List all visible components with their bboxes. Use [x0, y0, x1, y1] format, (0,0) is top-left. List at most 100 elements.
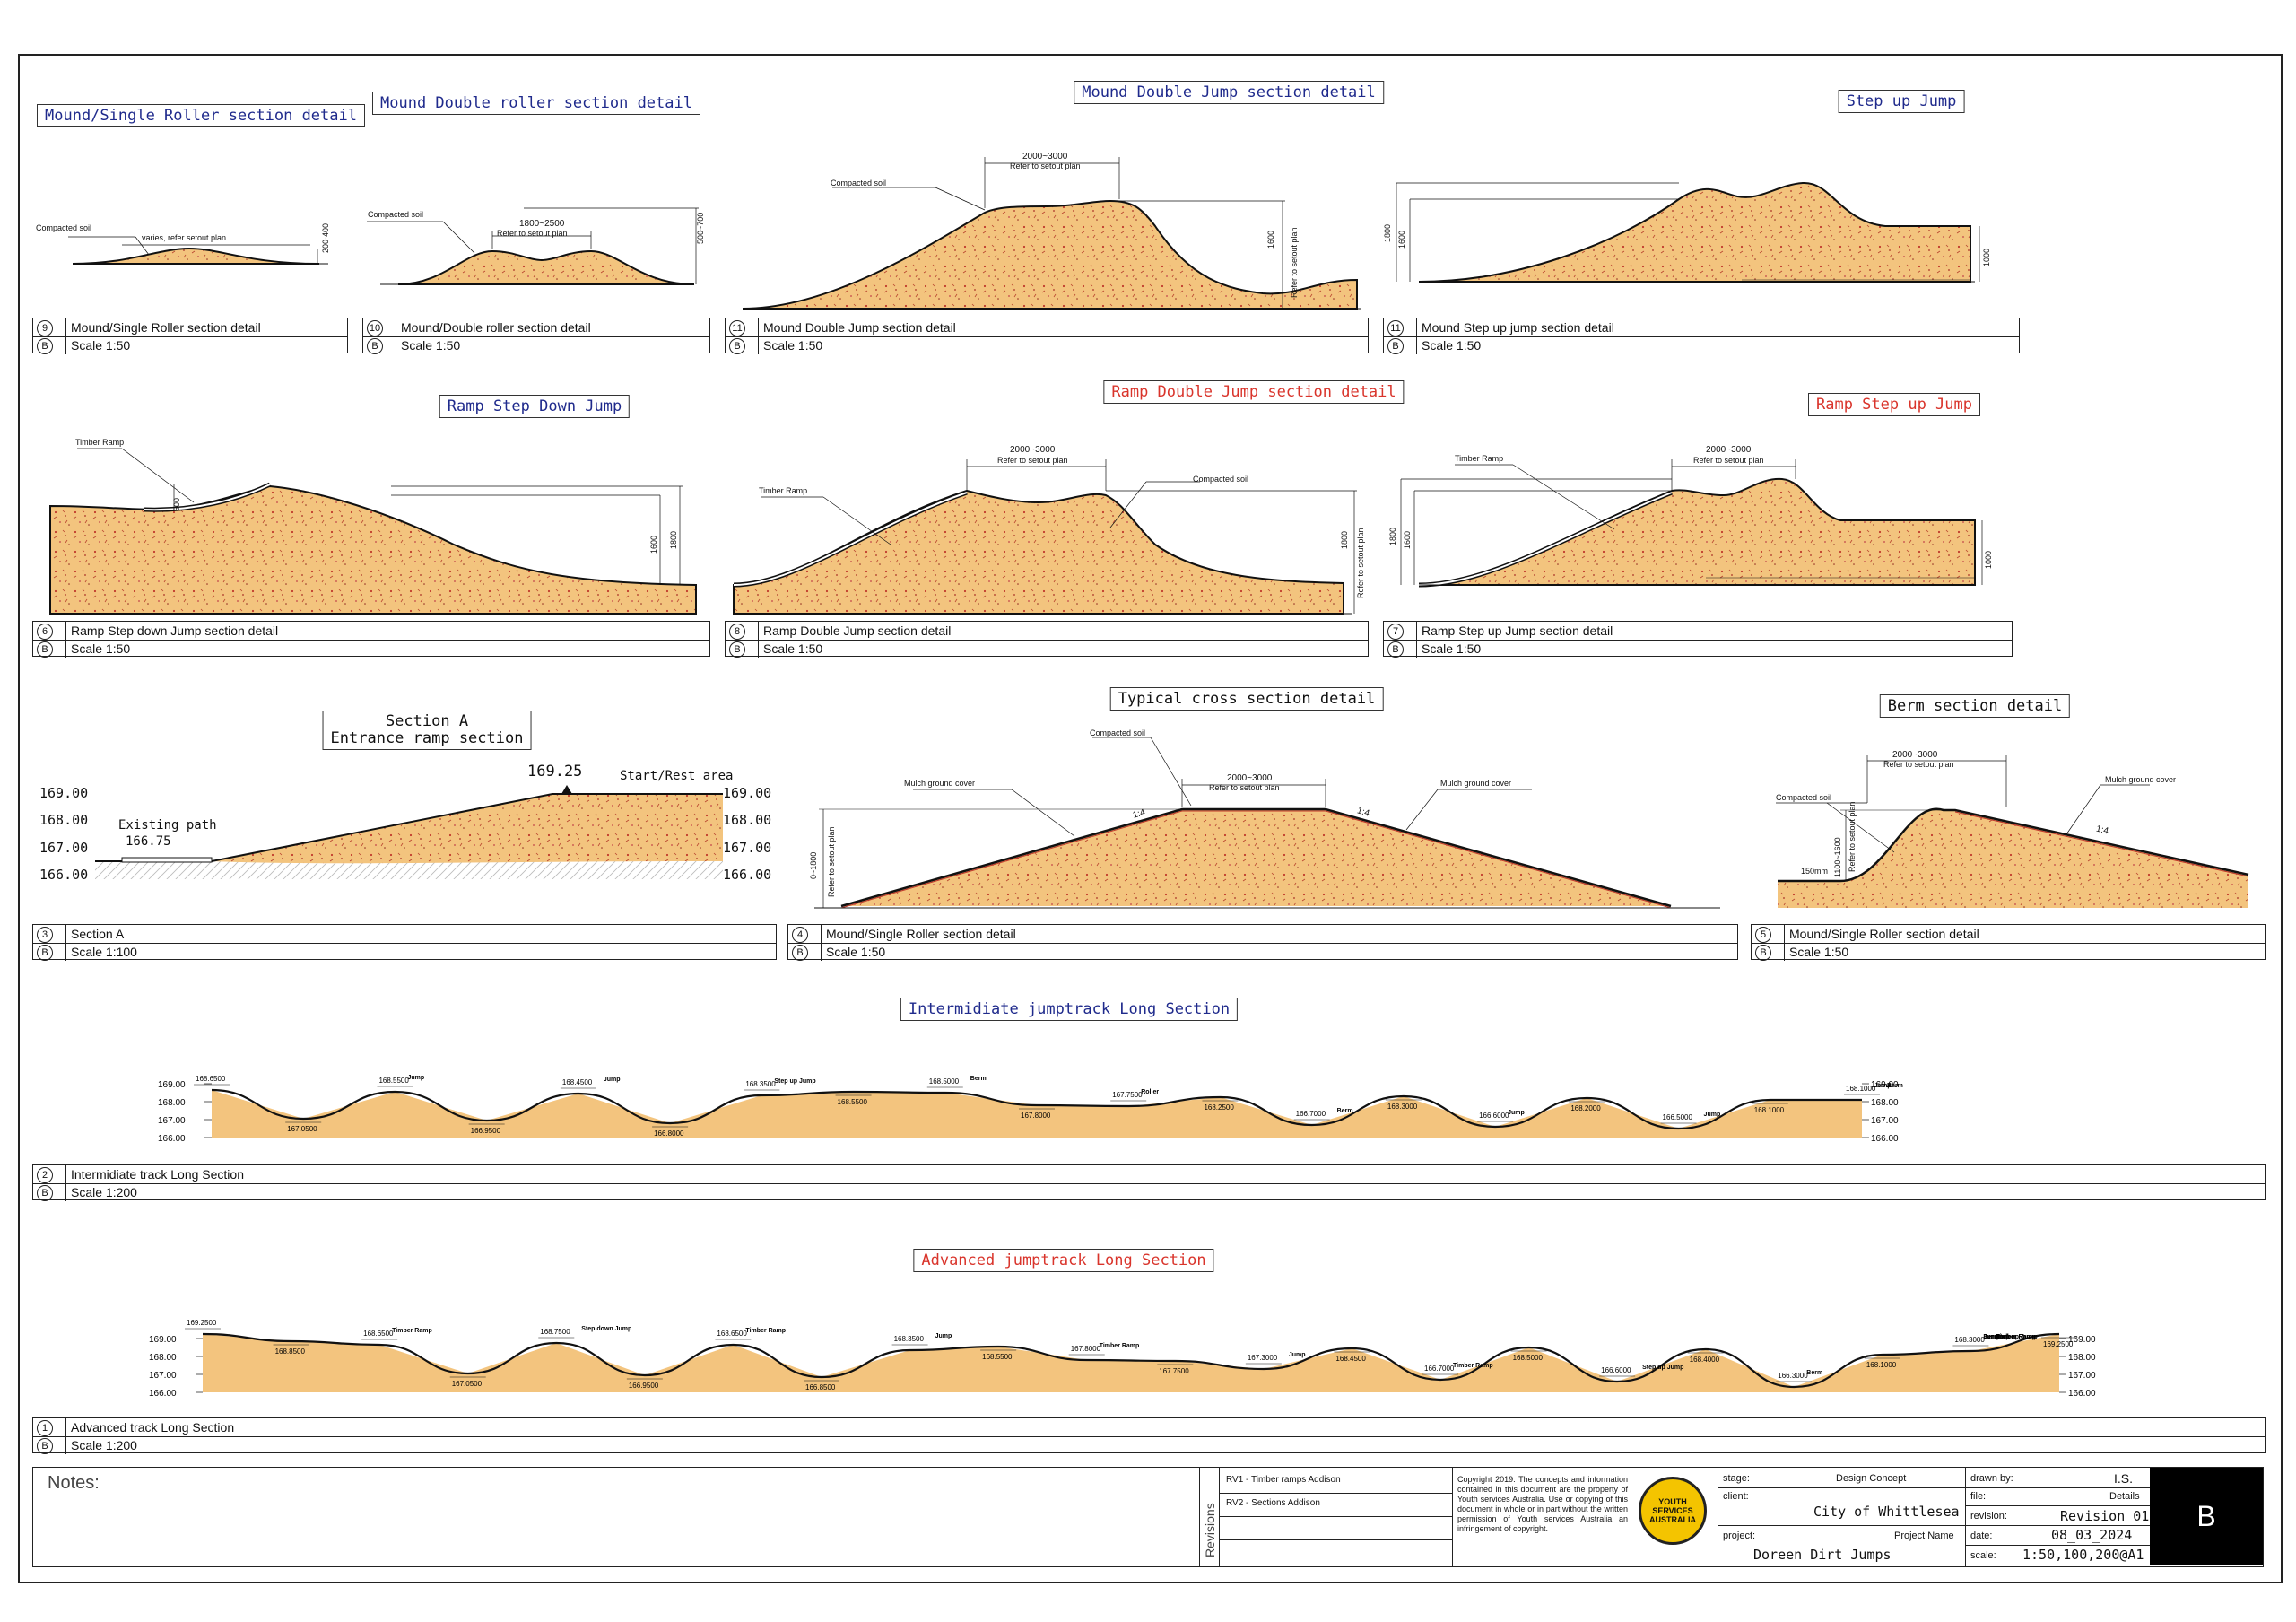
- logo-text: YOUTH SERVICES AUSTRALIA: [1649, 1497, 1696, 1524]
- label-setout: Refer to setout plan: [1883, 760, 1954, 769]
- elevation-label-left: 167.00: [158, 1116, 186, 1126]
- caption-text: Mound/Single Roller section detail: [826, 927, 1016, 941]
- long-section-drawing: 169.00 169.00 168.00 168.00 167.00 167.00 166.…: [158, 1075, 1903, 1144]
- stage-key: stage:: [1723, 1473, 1750, 1484]
- section-drawing: [1400, 459, 1983, 588]
- title-block: Notes: Revisions RV1 - Timber ramps Addi…: [32, 1467, 2264, 1567]
- label-varies: varies, refer setout plan: [142, 233, 227, 242]
- level-mark-1: 168.8500: [275, 1347, 306, 1356]
- label-top-level: 169.25: [527, 763, 583, 780]
- level-mark-12: 166.7000: [1296, 1110, 1326, 1118]
- label-setout: Refer to setout plan: [497, 229, 568, 238]
- elev-left-168: 168.00: [39, 812, 89, 828]
- caption-text: Mound Double Jump section detail: [763, 320, 956, 335]
- revision-1: RV1 - Timber ramps Addison: [1226, 1475, 1341, 1485]
- panel-advanced-long-section: Advanced jumptrack Long Section 169.00 16…: [32, 1233, 2266, 1457]
- caption-text: Mound/Double roller section detail: [401, 320, 591, 335]
- detail-number: 3: [37, 927, 53, 943]
- section-drawing: [1776, 755, 2249, 908]
- feature-label-4: Timber Ramp: [1100, 1343, 1140, 1349]
- label-height: 0~1800: [809, 851, 818, 879]
- level-mark-8: 168.3500: [894, 1335, 925, 1343]
- label-height-1600: 1600: [1403, 530, 1412, 549]
- label-height-ref: Refer to setout plan: [1848, 801, 1857, 872]
- scale-text: Scale 1:100: [71, 945, 137, 959]
- panel-ramp-step-up: Ramp Step up Jump Timber Ramp 2000~3000 …: [1383, 370, 2013, 658]
- level-mark-15: 168.5000: [1513, 1354, 1544, 1362]
- revision-2: RV2 - Sections Addison: [1226, 1498, 1320, 1508]
- label-compacted: Compacted soil: [36, 223, 92, 232]
- elev-right-166: 166.00: [723, 867, 772, 883]
- sheet-ref: B: [792, 945, 808, 961]
- drawn-value: I.S.: [2114, 1471, 2134, 1486]
- label-compacted: Compacted soil: [831, 179, 887, 187]
- sheet-ref: B: [37, 1185, 53, 1201]
- label-height-1800: 1800: [1383, 223, 1392, 242]
- sheet-ref: B: [37, 945, 53, 961]
- sheet-ref: B: [1387, 338, 1404, 354]
- scale-text: Scale 1:50: [763, 641, 823, 656]
- level-mark-15: 168.2000: [1570, 1104, 1601, 1112]
- sheet-ref: B: [37, 1438, 53, 1454]
- scale-key: scale:: [1970, 1550, 1996, 1561]
- label-height-1800: 1800: [669, 530, 678, 549]
- detail-number: 9: [37, 320, 53, 336]
- section-drawing: [733, 459, 1357, 615]
- section-drawing: [49, 448, 697, 615]
- elevation-label-left: 166.00: [158, 1134, 186, 1144]
- caption-box: 11 Mound Double Jump section detail B Scal…: [725, 318, 1369, 354]
- label-timber-ramp: Timber Ramp: [1455, 454, 1504, 463]
- panel-mound-single-roller: Mound/Single Roller section detail Compa…: [32, 65, 365, 353]
- label-height-1000: 1000: [1984, 550, 1993, 569]
- elev-left-167: 167.00: [39, 840, 89, 856]
- panel-mound-double-roller: Mound Double roller section detail Compa…: [362, 65, 710, 353]
- caption-box: 2 Intermidiate track Long Section B Scale …: [32, 1164, 2266, 1201]
- elevation-label-left: 167.00: [149, 1371, 177, 1381]
- caption-text: Section A: [71, 927, 125, 941]
- scale-value: 1:50,100,200@A1: [2022, 1547, 2144, 1563]
- panel-step-up-jump: Step up Jump 1800 1600 1000: [1383, 65, 2020, 353]
- client-key: client:: [1723, 1491, 1749, 1502]
- panel-section-a: Section A Entrance ramp section 169.00 1…: [32, 673, 777, 962]
- panel-ramp-double-jump: Ramp Double Jump section detail Timber R…: [725, 370, 1405, 658]
- level-mark-17: 168.1000: [1754, 1106, 1785, 1114]
- label-height: 500~700: [696, 212, 705, 244]
- level-mark-14: 166.6000: [1479, 1112, 1509, 1120]
- level-mark-19: 168.1000: [1866, 1361, 1897, 1369]
- level-mark-6: 168.6500: [717, 1330, 747, 1338]
- revision-value: Revision 01: [2060, 1508, 2150, 1524]
- level-mark-20: 168.3000: [1954, 1336, 1985, 1344]
- step-up-shape: [1418, 181, 1971, 283]
- scale-text: Scale 1:50: [1422, 641, 1482, 656]
- label-existing-path: Existing path: [118, 818, 217, 833]
- level-mark-18: 166.3000: [1778, 1372, 1808, 1380]
- scale-text: Scale 1:50: [1422, 338, 1482, 353]
- section-drawing: [68, 236, 328, 265]
- caption-box: 3 Section A B Scale 1:100: [32, 924, 777, 961]
- panel-title: Mound Double Jump section detail: [1074, 81, 1384, 104]
- label-dimension: 2000~3000: [1010, 445, 1056, 455]
- panel-intermediate-long-section: Intermidiate jumptrack Long Section 169.…: [32, 978, 2266, 1202]
- label-mulch-right: Mulch ground cover: [1440, 779, 1512, 788]
- scale-text: Scale 1:50: [826, 945, 886, 959]
- label-height: 1100~1600: [1833, 837, 1842, 877]
- elevation-label-left: 168.00: [158, 1098, 186, 1108]
- date-key: date:: [1970, 1530, 1993, 1541]
- feature-label-6: Timber Ramp: [1453, 1363, 1493, 1369]
- feature-label-13: Timber Ramp: [1996, 1334, 2036, 1340]
- notes-label: Notes:: [48, 1473, 100, 1493]
- level-mark-3: 166.9500: [471, 1127, 501, 1135]
- drawn-key: drawn by:: [1970, 1473, 2013, 1484]
- section-drawing: [1396, 181, 1980, 283]
- feature-label-11: Timber Ramp: [1996, 1334, 2036, 1340]
- detail-number: 4: [792, 927, 808, 943]
- project-key: project:: [1723, 1530, 1756, 1541]
- level-mark-10: 167.7500: [1112, 1091, 1143, 1099]
- level-mark-11: 168.2500: [1204, 1103, 1234, 1112]
- file-key: file:: [1970, 1491, 1987, 1502]
- double-roller-shape: [397, 249, 695, 285]
- elevation-label-left: 169.00: [158, 1080, 186, 1090]
- elevation-label-right: 169.00: [1871, 1080, 1899, 1090]
- label-height-ref: Refer to setout plan: [1356, 528, 1365, 598]
- elev-right-168: 168.00: [723, 812, 772, 828]
